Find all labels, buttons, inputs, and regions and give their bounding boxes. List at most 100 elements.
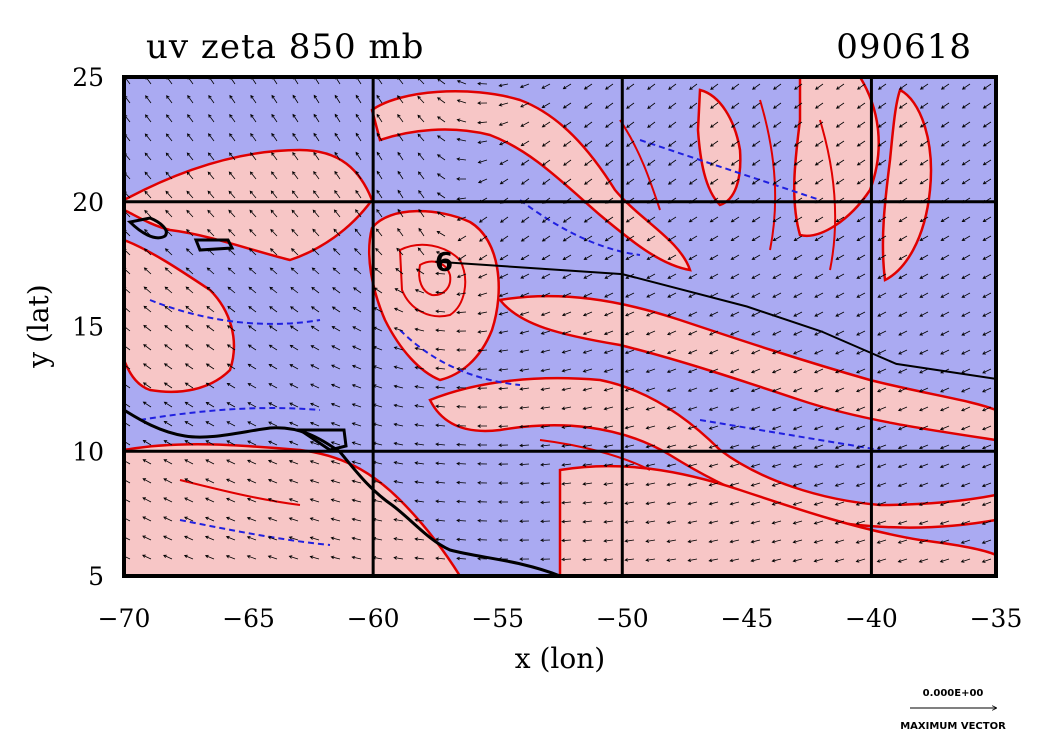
wind-vector [310,345,320,351]
wind-vector [772,235,782,242]
wind-vector [205,344,215,351]
wind-vector [729,406,740,411]
wind-vector [731,83,740,90]
wind-vector [792,463,803,468]
wind-vector [961,216,971,223]
wind-vector [477,462,488,466]
wind-vector [793,159,803,166]
wind-vector [918,558,929,563]
wind-vector [246,497,257,503]
wind-vector [520,273,530,279]
wind-vector [918,501,929,506]
wind-vector [374,267,383,275]
wind-vector [435,385,446,390]
wind-vector [814,311,824,317]
wind-vector [187,133,194,142]
wind-vector [793,216,803,223]
wind-vector [876,482,887,487]
wind-vector [456,216,467,221]
wind-vector [603,330,614,336]
wind-vector [229,133,236,142]
wind-vector [731,102,740,109]
wind-vector [813,444,824,449]
wind-vector [435,309,446,314]
wind-vector [751,292,761,298]
west-coast-region [124,238,236,394]
wind-vector [687,425,698,430]
wind-vector [541,273,551,279]
wind-vector [584,178,593,185]
wind-vector [145,95,152,104]
wind-vector [814,368,824,374]
wind-vector [561,349,572,354]
wind-vector [519,387,530,391]
wind-vector [376,151,383,161]
wind-vector [417,95,425,104]
wind-vector [687,520,698,525]
wind-vector [436,230,446,237]
wind-vector [583,292,593,298]
wind-vector [604,254,614,260]
wind-vector [205,382,215,389]
legend-vector-label: MAXIMUM VECTOR [900,721,1006,732]
wind-vector [730,273,740,279]
wind-vector [269,267,278,275]
wind-vector [710,102,719,109]
wind-vector [982,216,992,223]
wind-vector [499,178,509,185]
wind-vector [227,305,236,313]
wind-vector [645,368,656,373]
wind-vector [456,556,467,561]
wind-vector [498,405,509,410]
wind-vector [708,406,719,411]
wind-vector [163,420,173,427]
wind-vector [142,459,152,465]
wind-vector [309,555,320,560]
wind-vector [939,482,950,487]
wind-vector [227,325,236,332]
wind-vector [313,132,320,142]
wind-vector [793,254,803,260]
wind-vector [981,558,992,563]
positive-vorticity-regions [124,77,996,576]
wind-vector [351,441,362,446]
wind-vector [144,171,152,180]
wind-vector [582,368,593,373]
wind-vector [771,501,782,506]
wind-vector [729,482,740,487]
wind-vector [499,273,509,279]
wind-vector [835,349,845,355]
wind-vector [750,368,761,374]
wind-vector [751,216,761,223]
wind-vector [834,501,845,506]
wind-vector [561,463,572,467]
wind-vector [184,535,194,541]
wind-vector [646,235,656,242]
wind-vector [520,159,530,166]
wind-vector [687,349,698,355]
wind-vector [876,558,887,563]
wind-vector [877,254,887,260]
plot-area [124,77,996,576]
wind-vector [583,102,593,109]
wind-vector [288,536,299,541]
wind-vector [960,482,971,488]
wind-vector [687,406,698,411]
wind-vector [414,289,425,294]
wind-vector [961,330,971,336]
wind-vector [165,209,173,218]
wind-vector [856,159,866,166]
wind-vector [898,368,908,374]
wind-vector [354,228,362,237]
wind-vector [877,368,887,374]
wind-vector [562,273,572,279]
wind-vector [248,325,257,332]
wind-vector [982,235,992,241]
wind-vector [414,518,425,522]
wind-vector [163,516,173,522]
wind-vector [267,459,278,465]
wind-vector [751,235,761,242]
wind-vector [521,216,530,223]
wind-vector [310,325,320,332]
